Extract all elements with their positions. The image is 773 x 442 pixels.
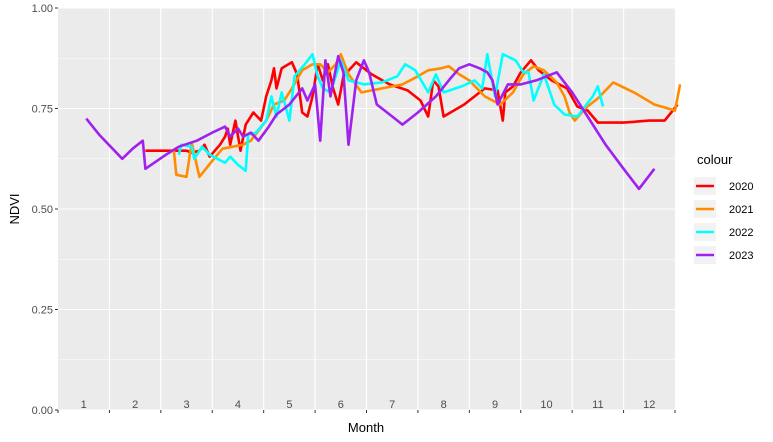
x-month-label: 10 — [540, 399, 552, 411]
series-layer — [85, 52, 682, 191]
legend-label-2021: 2021 — [729, 204, 753, 216]
x-month-label: 1 — [81, 399, 87, 411]
y-tick-label: 0.75 — [32, 104, 53, 116]
x-month-label: 11 — [592, 399, 603, 411]
legend-label-2020: 2020 — [729, 181, 753, 193]
legend: colour 2020 2021 2022 2023 — [694, 152, 753, 264]
y-axis-title: NDVI — [7, 193, 22, 224]
x-month-label: 5 — [286, 399, 292, 411]
y-tick-label: 0.25 — [32, 305, 53, 317]
x-month-label: 3 — [183, 399, 189, 411]
y-axis: 0.00 0.25 0.50 0.75 1.00 — [32, 3, 58, 417]
y-tick-label: 1.00 — [32, 3, 53, 15]
x-month-label: 9 — [492, 399, 498, 411]
x-month-label: 2 — [132, 399, 138, 411]
series-line-2020 — [145, 59, 679, 158]
legend-title: colour — [697, 152, 733, 167]
legend-label-2022: 2022 — [729, 227, 753, 239]
series-line-2022 — [177, 52, 605, 173]
x-month-label: 6 — [338, 399, 344, 411]
series-line-2023 — [85, 54, 656, 191]
x-axis-title: Month — [348, 420, 384, 435]
y-tick-label: 0.50 — [32, 204, 53, 216]
x-month-label: 4 — [235, 399, 241, 411]
y-tick-label: 0.00 — [32, 405, 53, 417]
x-month-label: 7 — [389, 399, 395, 411]
legend-label-2023: 2023 — [729, 250, 753, 262]
x-axis: 1 2 3 4 5 6 7 8 9 10 11 12 — [57, 399, 676, 413]
x-month-label: 8 — [441, 399, 447, 411]
series-line-2021 — [172, 52, 682, 179]
x-month-label: 12 — [643, 399, 655, 411]
